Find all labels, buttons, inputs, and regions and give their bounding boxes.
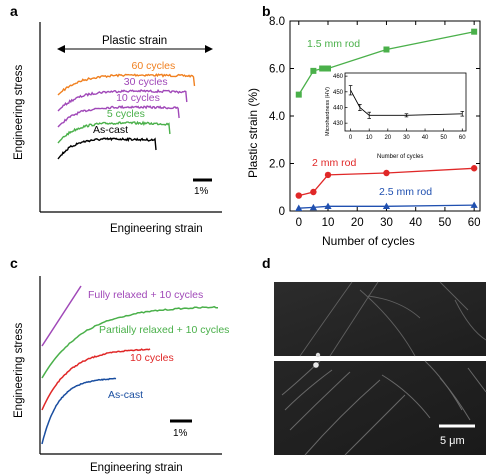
panel-b-point-2-0 <box>295 204 303 211</box>
panel-b-x-tick-label-3: 30 <box>380 217 393 229</box>
inset-x-tick-label-4: 40 <box>422 135 429 141</box>
panel-a-curve-3 <box>57 120 171 144</box>
panel-b-point-0-1 <box>310 67 317 74</box>
panel-b-point-2-3 <box>382 202 391 210</box>
inset-x-tick-label-6: 60 <box>459 135 466 141</box>
panel-b-point-2-1 <box>309 203 317 211</box>
inset-x-label: Number of cycles <box>377 154 423 160</box>
panel-a-label: a <box>10 3 18 19</box>
panel-b-x-label: Number of cycles <box>322 234 415 248</box>
panel-a-scale-label: 1% <box>194 186 209 197</box>
panel-b-y-tick-label-0: 0 <box>279 206 285 218</box>
inset-y-tick-label-3: 460 <box>333 74 344 80</box>
panel-c-curve-fully-relaxed <box>41 285 82 347</box>
panel-b-plastic-strain-vs-cycles: Number of cycles Plastic strain (%) 0 10 2… <box>246 16 481 248</box>
inset-x-tick-label-0: 0 <box>349 135 353 141</box>
inset-y-tick-label-2: 450 <box>333 90 344 96</box>
panel-a-series-label-0: 60 cycles <box>132 60 176 72</box>
inset-x-tick-label-5: 50 <box>440 135 447 141</box>
panel-c-curve-10-cycles <box>41 348 151 411</box>
panel-b-x-tick-label-2: 20 <box>351 217 364 229</box>
panel-a-series-label-4: As-cast <box>93 124 128 136</box>
panel-c-label-fully-relaxed: Fully relaxed + 10 cycles <box>88 289 203 301</box>
panel-b-x-tick-label-0: 0 <box>296 217 302 229</box>
panel-b-inset-microhardness: Number of cycles Microhardness (HV) 0 10 2… <box>325 72 467 160</box>
panel-b-x-tick-label-4: 40 <box>409 217 422 229</box>
panel-c-label: c <box>10 255 18 271</box>
panel-b-point-0-3 <box>325 65 331 72</box>
sem-top-particle <box>315 352 321 358</box>
panel-b-y-tick-label-1: 2.0 <box>269 159 285 171</box>
inset-frame <box>344 72 467 132</box>
panel-b-point-0-5 <box>471 28 478 35</box>
panel-a-curve-2 <box>57 104 180 128</box>
panel-b-point-1-4 <box>470 165 478 172</box>
panel-c-stress-strain: Engineering strain Engineering stress Fu… <box>13 276 229 474</box>
sem-image-top <box>274 282 486 356</box>
sem-bottom-shear-bands <box>281 360 487 456</box>
inset-x-tick-label-1: 10 <box>366 135 373 141</box>
panel-c-curve-as-cast <box>41 377 117 445</box>
panel-a-series-label-2: 10 cycles <box>116 92 160 104</box>
panel-b-point-1-3 <box>383 169 390 177</box>
panel-b-y-label: Plastic strain (%) <box>246 88 260 178</box>
panel-b-point-2-4 <box>470 201 478 208</box>
panel-a-curve-1 <box>57 88 188 112</box>
inset-y-label: Microhardness (HV) <box>325 87 331 136</box>
panel-b-point-1-2 <box>324 171 332 179</box>
panel-b-y-tick-label-2: 4.0 <box>269 111 285 123</box>
panel-b-point-2-2 <box>324 202 332 210</box>
panel-a-plastic-strain-label: Plastic strain <box>102 35 167 47</box>
panel-c-label-10-cycles: 10 cycles <box>130 352 174 364</box>
sem-image-bottom <box>274 361 486 455</box>
panel-b-x-tick-label-6: 60 <box>468 217 481 229</box>
panel-b-legend-25mm: 2.5 mm rod <box>379 186 432 198</box>
panel-b-point-0-0 <box>295 91 302 98</box>
panel-b-y-tick-label-3: 6.0 <box>269 64 285 76</box>
panel-a-x-label: Engineering strain <box>110 223 203 235</box>
panel-c-label-partially-relaxed: Partially relaxed + 10 cycles <box>99 324 229 336</box>
panel-c-label-as-cast: As-cast <box>108 389 143 401</box>
sem-top-shear-bands <box>299 281 487 357</box>
inset-y-tick-label-0: 430 <box>333 121 344 127</box>
panel-b-point-1-1 <box>310 188 317 196</box>
panel-b-point-0-2 <box>319 65 326 72</box>
inset-y-tick-label-1: 440 <box>333 105 344 111</box>
panel-c-curve-partially-relaxed <box>41 305 218 379</box>
panel-a-curve-0 <box>57 73 196 96</box>
panel-b-legend-2mm: 2 mm rod <box>312 157 357 169</box>
panel-a-y-label: Engineering stress <box>13 65 25 160</box>
panel-b-point-1-0 <box>295 192 302 199</box>
panel-b-legend-15mm: 1.5 mm rod <box>307 38 360 50</box>
panel-b-y-tick-label-4: 8.0 <box>269 16 285 28</box>
panel-a-series-label-3: 5 cycles <box>107 108 145 120</box>
sem-bottom-particle <box>313 362 319 368</box>
panel-c-scale-label: 1% <box>173 428 188 439</box>
panel-b-x-tick-label-5: 50 <box>439 217 452 229</box>
panel-a-stress-strain: Engineering strain Engineering stress Pl… <box>13 22 222 235</box>
panel-c-y-label: Engineering stress <box>13 323 25 418</box>
panel-b-label: b <box>262 3 271 19</box>
panel-b-point-0-4 <box>383 46 390 53</box>
panel-a-curve-4 <box>57 137 157 160</box>
panel-a-series-label-1: 30 cycles <box>124 76 168 88</box>
panel-b-x-tick-label-1: 10 <box>322 217 335 229</box>
panel-d-scale-label: 5 μm <box>440 435 465 447</box>
panel-d-sem-images: 5 μm <box>274 281 487 456</box>
panel-c-x-label: Engineering strain <box>90 462 183 474</box>
panel-d-label: d <box>262 255 271 271</box>
inset-x-tick-label-3: 30 <box>403 135 410 141</box>
inset-x-tick-label-2: 20 <box>384 135 391 141</box>
